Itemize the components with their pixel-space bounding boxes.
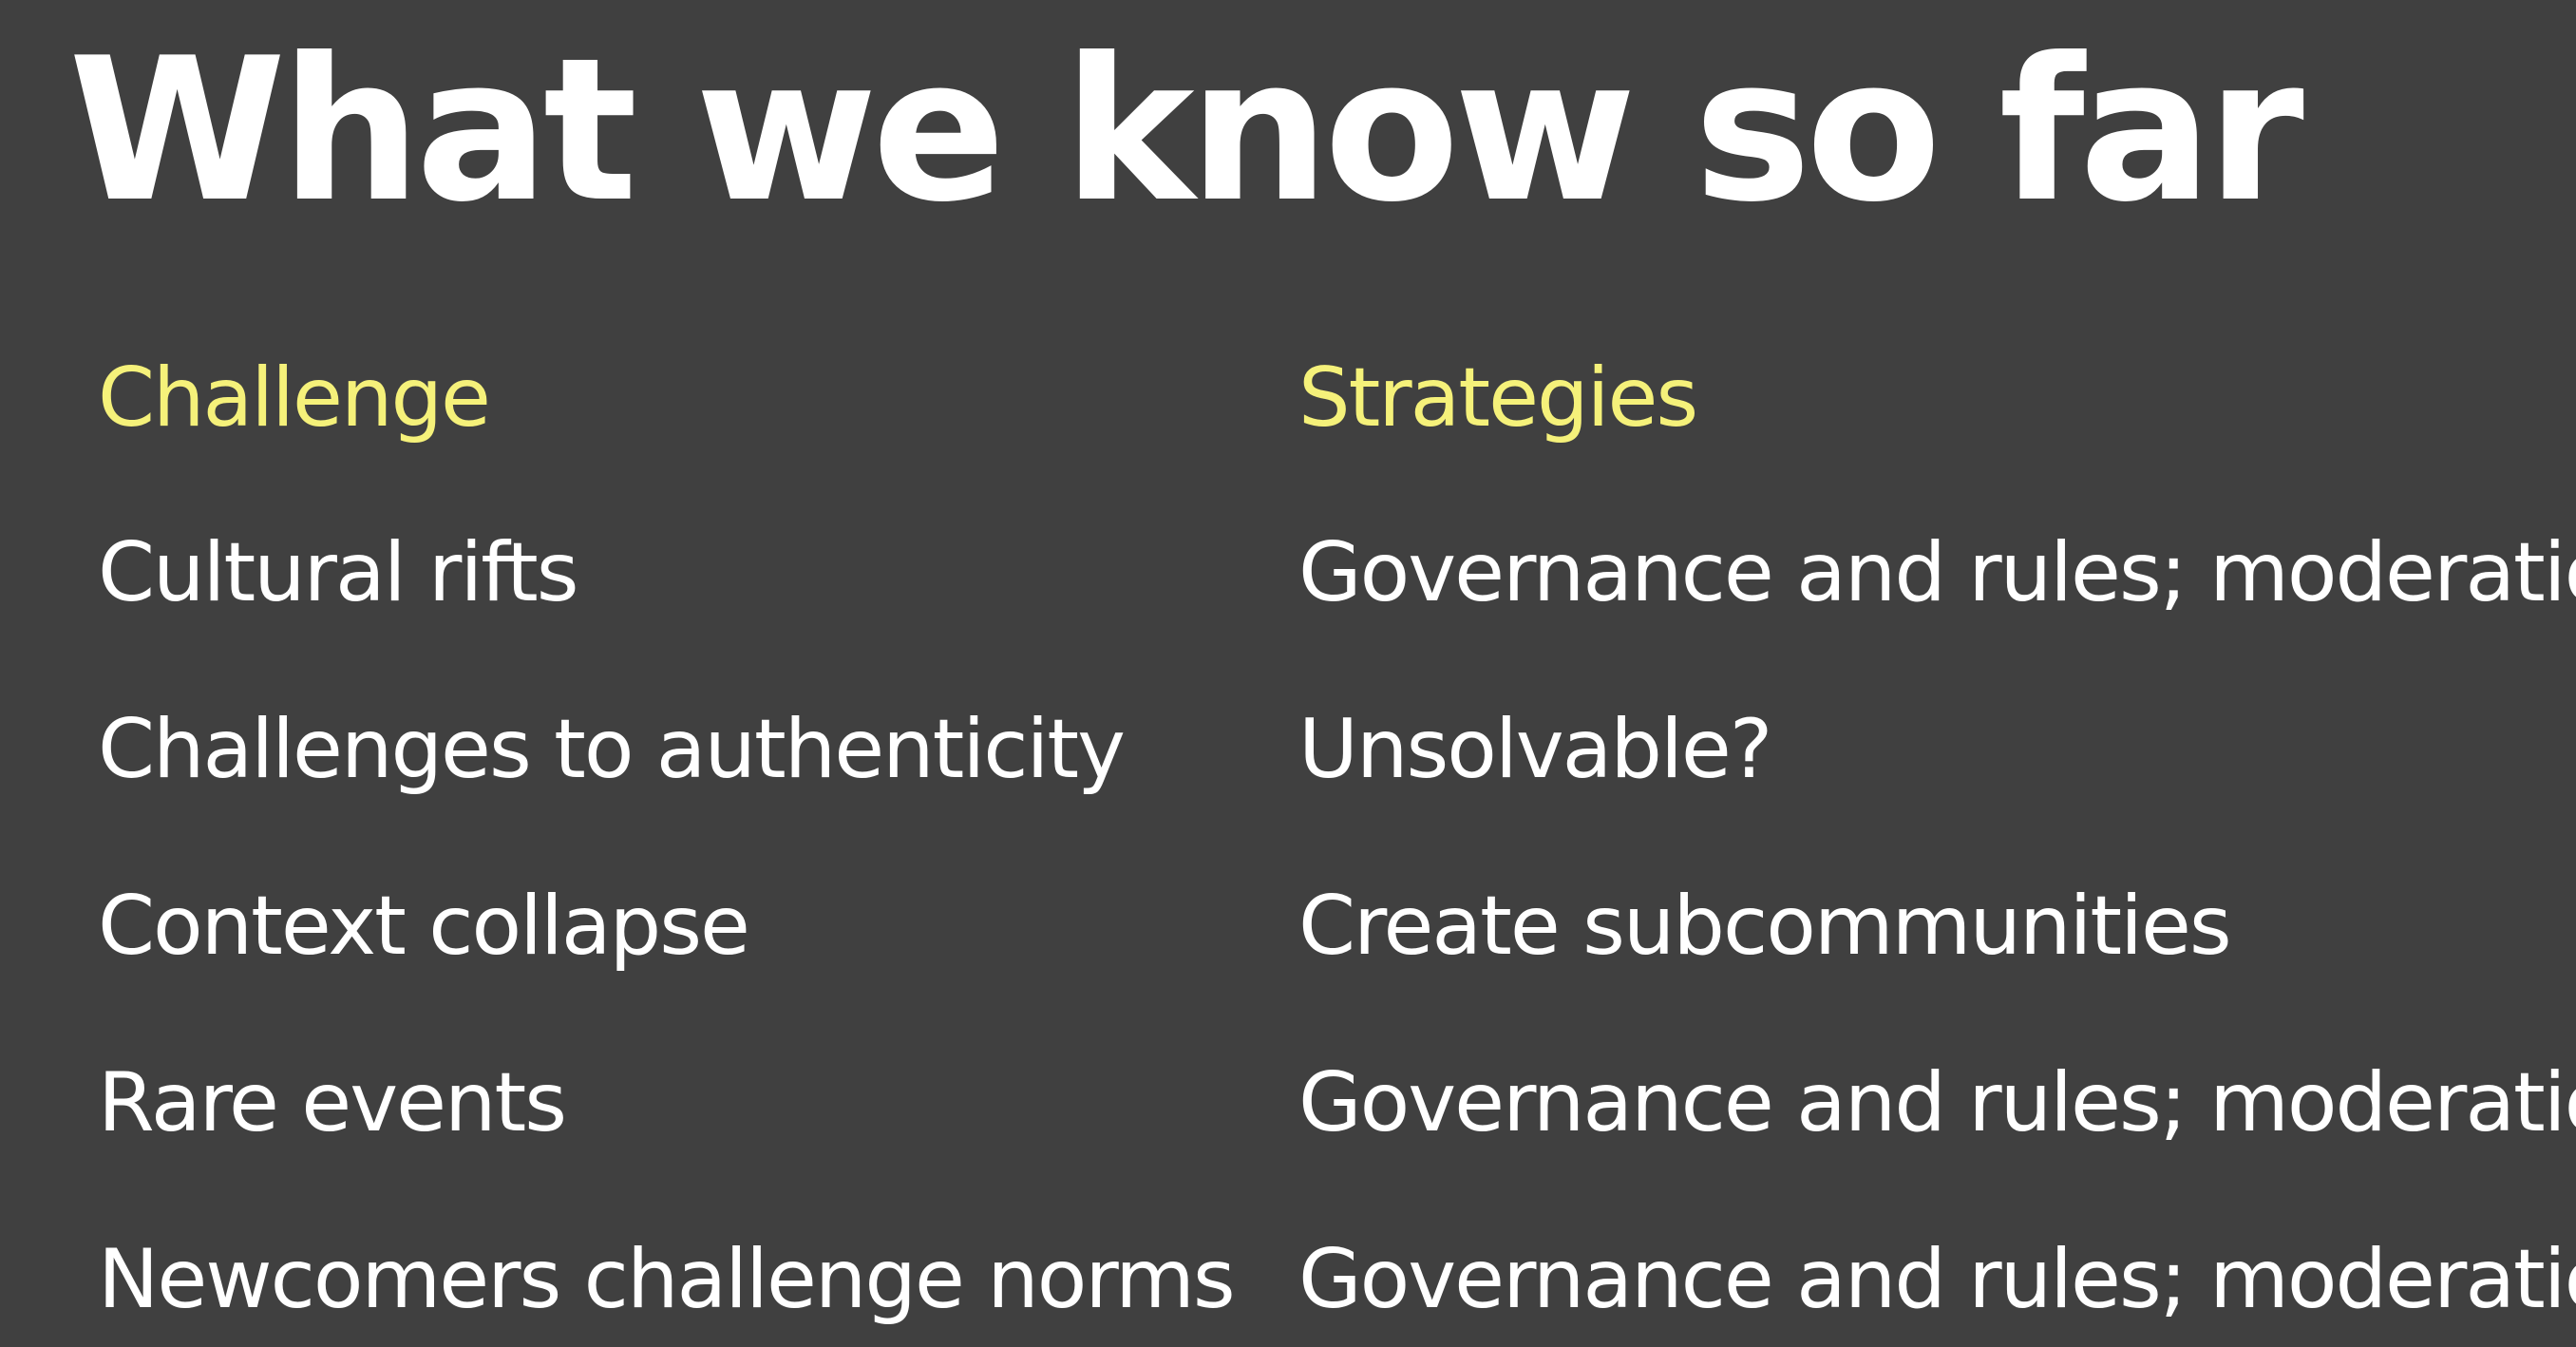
- challenge-cell: Context collapse: [98, 879, 750, 974]
- strategy-cell: Create subcommunities: [1298, 879, 2232, 974]
- strategies-header: Strategies: [1298, 351, 1698, 446]
- strategy-cell: Unsolvable?: [1298, 702, 1772, 797]
- strategy-cell: Governance and rules; moderation: [1298, 1055, 2576, 1150]
- challenge-cell: Newcomers challenge norms: [98, 1232, 1236, 1327]
- challenge-header: Challenge: [98, 351, 491, 446]
- strategy-cell: Governance and rules; moderation: [1298, 1232, 2576, 1327]
- challenge-cell: Cultural rifts: [98, 525, 579, 620]
- challenge-cell: Challenges to authenticity: [98, 702, 1126, 797]
- slide-title: What we know so far: [68, 16, 2304, 246]
- strategy-cell: Governance and rules; moderation: [1298, 525, 2576, 620]
- challenge-cell: Rare events: [98, 1055, 567, 1150]
